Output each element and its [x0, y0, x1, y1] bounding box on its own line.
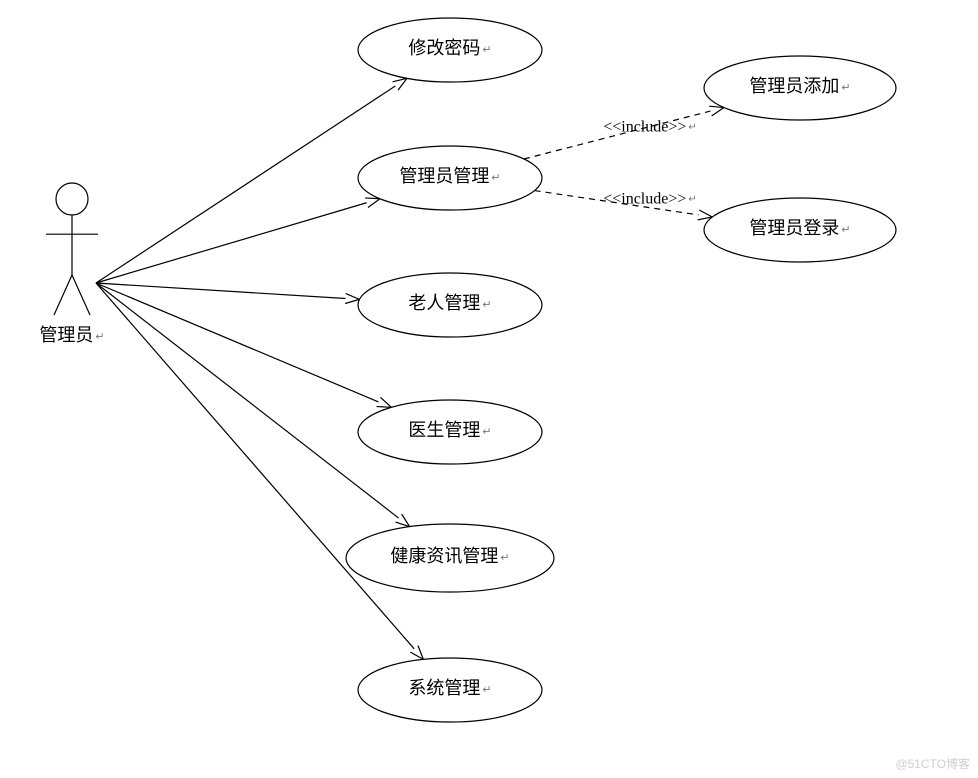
uc-health-info-manage: 健康资讯管理↵ — [346, 524, 554, 592]
uc-elder-manage-label: 老人管理↵ — [408, 293, 491, 313]
watermark-text: @51CTO博客 — [895, 755, 970, 772]
uc-admin-login: 管理员登录↵ — [704, 198, 896, 262]
uc-change-password: 修改密码↵ — [358, 18, 542, 82]
actor-label: 管理员↵ — [39, 325, 104, 345]
uc-admin-add: 管理员添加↵ — [704, 56, 896, 120]
actor-管理员 — [46, 183, 98, 315]
uc-admin-add-label: 管理员添加↵ — [749, 76, 850, 96]
include-label: <<include>>↵ — [603, 191, 697, 208]
uc-elder-manage: 老人管理↵ — [358, 273, 542, 337]
uc-doctor-manage-label: 医生管理↵ — [408, 420, 491, 440]
uc-doctor-manage: 医生管理↵ — [358, 400, 542, 464]
uc-health-info-manage-label: 健康资讯管理↵ — [390, 546, 509, 566]
uc-change-password-label: 修改密码↵ — [408, 38, 491, 58]
uc-system-manage-label: 系统管理↵ — [408, 678, 491, 698]
uc-admin-manage-label: 管理员管理↵ — [399, 166, 500, 186]
use-case-diagram: 管理员↵ 修改密码↵ 管理员管理↵ 老人管理↵ 医生管理↵ 健康资讯管理↵ 系统管理↵ 管理员… — [0, 0, 978, 778]
uc-system-manage: 系统管理↵ — [358, 658, 542, 722]
uc-admin-login-label: 管理员登录↵ — [749, 218, 850, 238]
uc-admin-manage: 管理员管理↵ — [358, 146, 542, 210]
include-label: <<include>>↵ — [603, 119, 697, 136]
